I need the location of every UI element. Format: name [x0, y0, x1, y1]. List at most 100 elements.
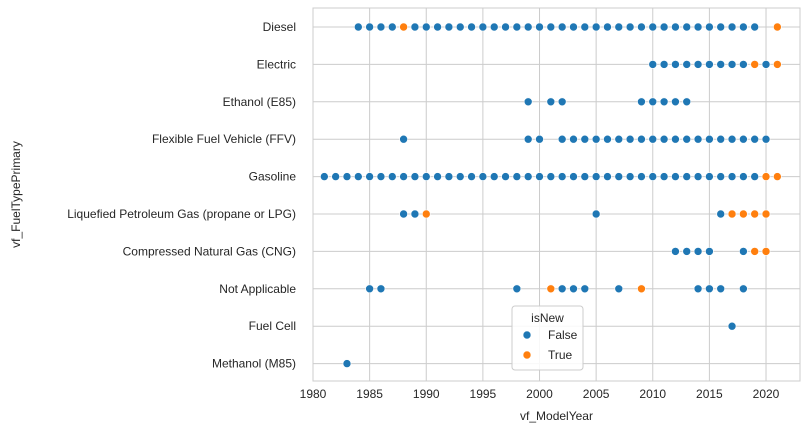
y-tick-label: Liquefied Petroleum Gas (propane or LPG) — [67, 207, 296, 221]
x-tick-label: 2010 — [639, 387, 666, 401]
point-false-not-applicable-2004 — [580, 284, 590, 294]
point-false-gasoline-1992 — [444, 172, 454, 181]
point-false-electric-2015 — [705, 60, 714, 69]
point-false-gasoline-2004 — [580, 172, 590, 181]
point-false-liquefied-petroleum-gas-propane-or-lpg-2016 — [716, 209, 726, 219]
point-true-diesel-2021 — [773, 22, 782, 32]
point-false-gasoline-2003 — [569, 172, 578, 181]
x-tick-label: 2020 — [753, 387, 780, 401]
legend: isNew False True — [511, 305, 584, 371]
point-false-not-applicable-2018 — [739, 284, 748, 294]
point-false-flexible-fuel-vehicle-ffv-2016 — [716, 134, 726, 144]
point-false-flexible-fuel-vehicle-ffv-1999 — [523, 134, 533, 144]
point-false-liquefied-petroleum-gas-propane-or-lpg-2005 — [591, 209, 601, 219]
point-false-ethanol-e85-2001 — [546, 97, 556, 107]
point-false-gasoline-1989 — [410, 172, 420, 181]
point-false-not-applicable-2014 — [693, 284, 703, 294]
y-axis-label: vf_FuelTypePrimary — [9, 141, 23, 248]
point-false-flexible-fuel-vehicle-ffv-2006 — [603, 134, 612, 144]
point-false-diesel-2007 — [614, 22, 624, 32]
point-false-ethanol-e85-2013 — [682, 97, 692, 107]
point-false-diesel-1997 — [501, 22, 510, 32]
x-axis-label: vf_ModelYear — [520, 409, 593, 423]
point-false-not-applicable-2002 — [557, 284, 567, 294]
point-false-electric-2016 — [716, 60, 726, 69]
point-false-diesel-1995 — [478, 22, 488, 32]
point-false-ethanol-e85-2002 — [557, 97, 567, 107]
point-false-diesel-1998 — [512, 22, 522, 32]
point-false-not-applicable-1998 — [512, 284, 522, 294]
point-false-gasoline-1987 — [387, 172, 397, 181]
point-false-gasoline-1985 — [365, 172, 374, 181]
point-false-gasoline-1993 — [455, 172, 465, 181]
point-false-diesel-1990 — [421, 22, 431, 32]
point-false-diesel-2015 — [705, 22, 714, 32]
point-false-diesel-2019 — [750, 22, 759, 32]
point-false-gasoline-1995 — [478, 172, 488, 181]
point-false-diesel-2008 — [625, 22, 635, 32]
point-true-liquefied-petroleum-gas-propane-or-lpg-2019 — [750, 209, 759, 219]
point-false-compressed-natural-gas-cng-2013 — [682, 247, 692, 256]
point-false-electric-2014 — [693, 60, 703, 69]
point-false-diesel-2003 — [569, 22, 578, 32]
point-false-not-applicable-2016 — [716, 284, 726, 294]
x-axis: 1980 1985 1990 1995 2000 2005 2010 2015 2020 — [300, 387, 780, 401]
point-false-diesel-2001 — [546, 22, 556, 32]
point-false-diesel-1984 — [354, 22, 363, 32]
point-false-methanol-m85-1983 — [342, 359, 352, 368]
point-true-diesel-1988 — [399, 22, 408, 32]
point-false-ethanol-e85-2012 — [671, 97, 680, 107]
legend-label-true: True — [548, 348, 573, 362]
point-false-diesel-2018 — [739, 22, 748, 32]
point-false-not-applicable-2015 — [705, 284, 714, 294]
point-false-flexible-fuel-vehicle-ffv-2012 — [671, 134, 680, 144]
y-axis: Diesel Electric Ethanol (E85) Flexible Fuel… — [67, 20, 296, 371]
point-false-gasoline-2011 — [659, 172, 669, 181]
point-false-diesel-1991 — [433, 22, 442, 32]
point-false-diesel-1986 — [376, 22, 386, 32]
point-false-gasoline-2000 — [535, 172, 544, 181]
point-false-electric-2012 — [671, 60, 680, 69]
point-false-diesel-2000 — [535, 22, 544, 32]
point-false-diesel-1999 — [523, 22, 533, 32]
point-false-flexible-fuel-vehicle-ffv-2020 — [761, 134, 771, 144]
point-false-gasoline-2013 — [682, 172, 692, 181]
point-true-electric-2019 — [750, 60, 759, 69]
data-points — [320, 22, 782, 368]
point-false-gasoline-1998 — [512, 172, 522, 181]
point-false-flexible-fuel-vehicle-ffv-2008 — [625, 134, 635, 144]
point-false-electric-2011 — [659, 60, 669, 69]
point-false-gasoline-1997 — [501, 172, 510, 181]
point-false-diesel-1989 — [410, 22, 420, 32]
point-false-diesel-2002 — [557, 22, 567, 32]
point-false-gasoline-2007 — [614, 172, 624, 181]
point-false-flexible-fuel-vehicle-ffv-2011 — [659, 134, 669, 144]
point-false-not-applicable-1985 — [365, 284, 374, 294]
point-true-electric-2021 — [773, 60, 782, 69]
point-true-gasoline-2021 — [773, 172, 782, 181]
point-false-gasoline-2010 — [648, 172, 658, 181]
point-false-electric-2013 — [682, 60, 692, 69]
point-false-gasoline-2019 — [750, 172, 759, 181]
point-true-compressed-natural-gas-cng-2019 — [750, 247, 759, 256]
point-false-flexible-fuel-vehicle-ffv-2010 — [648, 134, 658, 144]
point-false-compressed-natural-gas-cng-2012 — [671, 247, 680, 256]
point-false-diesel-2014 — [693, 22, 703, 32]
y-tick-label: Not Applicable — [219, 282, 296, 296]
point-false-diesel-2011 — [659, 22, 669, 32]
point-true-compressed-natural-gas-cng-2020 — [761, 247, 771, 256]
point-false-diesel-2009 — [637, 22, 646, 32]
point-false-flexible-fuel-vehicle-ffv-2007 — [614, 134, 624, 144]
point-false-flexible-fuel-vehicle-ffv-2017 — [727, 134, 737, 144]
point-false-gasoline-2017 — [727, 172, 737, 181]
point-true-liquefied-petroleum-gas-propane-or-lpg-1990 — [421, 209, 431, 219]
point-false-gasoline-2005 — [591, 172, 601, 181]
point-false-flexible-fuel-vehicle-ffv-2009 — [637, 134, 646, 144]
point-false-gasoline-1996 — [489, 172, 499, 181]
point-false-flexible-fuel-vehicle-ffv-2014 — [693, 134, 703, 144]
point-false-fuel-cell-2017 — [727, 321, 737, 331]
point-true-liquefied-petroleum-gas-propane-or-lpg-2018 — [739, 209, 748, 219]
point-false-gasoline-2014 — [693, 172, 703, 181]
point-false-gasoline-1988 — [399, 172, 408, 181]
